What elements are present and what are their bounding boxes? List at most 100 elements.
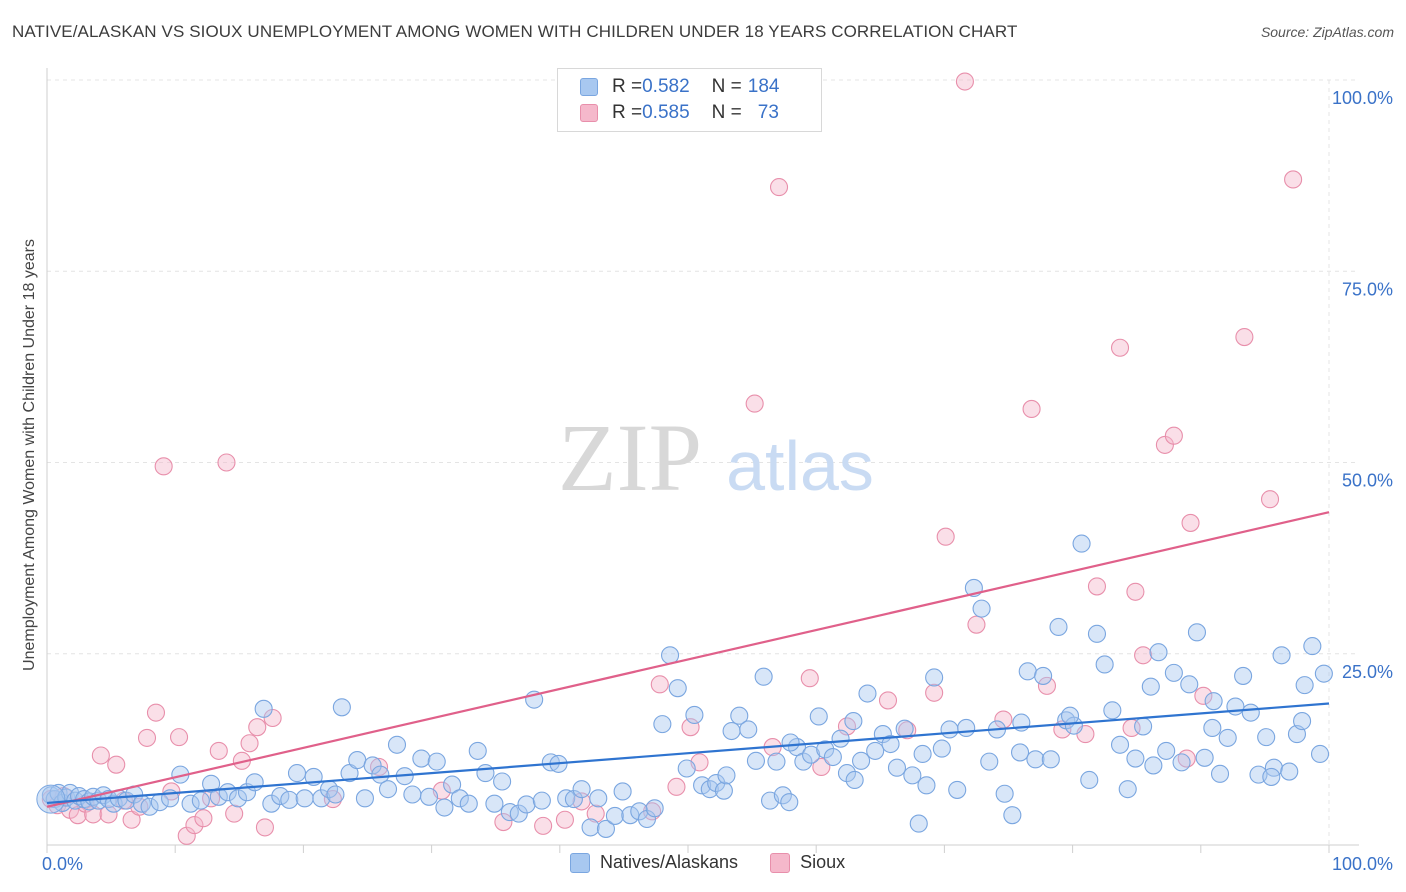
legend-r-value: 0.585 <box>642 102 690 123</box>
sioux-point <box>936 527 955 546</box>
sioux-point <box>194 809 213 828</box>
sioux-point <box>800 669 819 688</box>
natives-point <box>781 733 800 752</box>
legend-row-sioux: R = 0.585 N = 73 <box>580 101 779 125</box>
sioux-point <box>769 178 789 197</box>
natives-point <box>485 794 504 813</box>
natives-point <box>254 699 273 718</box>
natives-point <box>435 798 454 817</box>
natives-point <box>948 780 967 799</box>
legend-row-natives: R = 0.582 N = 184 <box>580 75 779 99</box>
natives-point <box>887 758 907 777</box>
natives-point <box>831 729 850 748</box>
natives-point <box>1204 692 1223 711</box>
legend-n-value: 184 <box>747 76 780 97</box>
legend-r-value: 0.582 <box>642 76 690 97</box>
natives-point <box>1003 806 1022 825</box>
sioux-point <box>137 728 157 747</box>
natives-point <box>1295 676 1314 695</box>
series-legend: Natives/Alaskans Sioux <box>570 852 877 873</box>
legend-swatch-natives <box>580 78 598 96</box>
natives-point <box>287 764 307 783</box>
natives-point <box>326 785 345 804</box>
sioux-point <box>812 757 831 777</box>
natives-point <box>613 782 632 801</box>
natives-point <box>450 789 469 808</box>
sioux-point <box>925 683 944 702</box>
natives-point <box>1164 663 1183 682</box>
natives-point <box>957 718 976 738</box>
natives-point <box>312 789 331 808</box>
natives-point <box>1234 666 1253 685</box>
natives-point <box>280 790 299 809</box>
legend-item-natives[interactable]: Natives/Alaskans <box>570 852 738 873</box>
natives-point <box>1060 706 1080 725</box>
sioux-point <box>91 746 110 765</box>
natives-point <box>739 720 758 739</box>
natives-point <box>532 791 551 810</box>
natives-point <box>685 705 704 725</box>
sioux-point <box>1235 327 1254 347</box>
sioux-point <box>878 691 898 710</box>
natives-point <box>780 793 799 812</box>
natives-point <box>677 759 696 778</box>
sioux-point <box>185 816 204 835</box>
natives-point <box>852 751 871 770</box>
natives-point <box>1226 697 1245 716</box>
natives-point <box>1103 701 1122 720</box>
natives-point <box>1041 750 1060 769</box>
watermark-zip: ZIP <box>558 404 702 511</box>
natives-point <box>1049 617 1068 637</box>
natives-point <box>412 749 431 768</box>
natives-point <box>140 797 159 816</box>
axes <box>46 68 1359 853</box>
natives-point <box>1272 646 1291 665</box>
sioux-point <box>217 453 236 472</box>
natives-point <box>1157 741 1176 760</box>
legend-swatch-sioux <box>580 104 598 122</box>
natives-point <box>1134 717 1153 736</box>
natives-point <box>1172 753 1191 772</box>
natives-point <box>476 764 495 783</box>
y-tick-label: 25.0% <box>1342 662 1393 682</box>
legend-item-sioux[interactable]: Sioux <box>770 852 845 873</box>
natives-point <box>387 735 407 754</box>
natives-point <box>746 751 765 770</box>
sioux-point <box>1087 577 1107 596</box>
natives-point <box>1280 762 1299 781</box>
natives-point <box>443 775 462 794</box>
grid-lines <box>47 79 1359 845</box>
chart-title: NATIVE/ALASKAN VS SIOUX UNEMPLOYMENT AMO… <box>12 22 1018 41</box>
natives-point <box>355 789 374 808</box>
natives-point <box>653 715 672 734</box>
natives-point <box>1010 743 1030 762</box>
sioux-point <box>99 805 118 824</box>
natives-point <box>837 764 857 783</box>
sioux-point <box>240 734 259 753</box>
natives-point <box>794 752 813 771</box>
natives-point <box>823 747 842 767</box>
natives-point <box>1095 655 1114 674</box>
natives-cluster-point <box>36 784 66 814</box>
natives-point <box>773 786 792 805</box>
natives-point <box>1241 703 1260 722</box>
legend-label-natives: Natives/Alaskans <box>600 852 739 872</box>
natives-point <box>572 780 591 799</box>
natives-point <box>1018 662 1037 681</box>
natives-point <box>181 794 200 813</box>
natives-point <box>509 804 528 823</box>
natives-point <box>1257 728 1276 747</box>
sioux-point <box>745 394 764 413</box>
sioux-point <box>1181 513 1200 532</box>
natives-point <box>1203 718 1222 738</box>
natives-point <box>730 706 749 725</box>
tick-labels: 25.0% 50.0% 75.0% 100.0% 0.0% 100.0% <box>42 88 1393 874</box>
sioux-point <box>154 457 173 476</box>
sioux-point <box>209 741 228 760</box>
legend-n-value: 73 <box>757 102 779 123</box>
legend-swatch-natives <box>570 852 590 873</box>
y-tick-label: 100.0% <box>1332 88 1393 108</box>
natives-point <box>1314 664 1333 683</box>
natives-point <box>191 791 210 810</box>
